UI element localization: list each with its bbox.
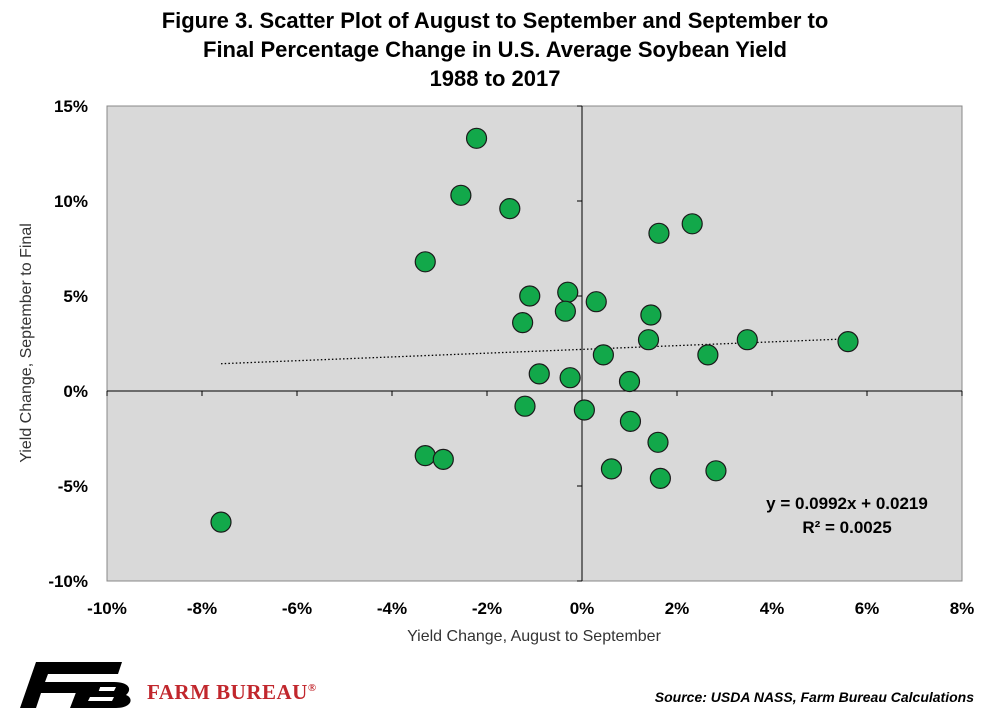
data-point (554, 300, 576, 322)
x-tick-label: -8% (187, 599, 217, 618)
chart-title-line-1: Figure 3. Scatter Plot of August to Sept… (161, 8, 829, 33)
x-tick-label: -2% (472, 599, 502, 618)
data-point (681, 213, 703, 235)
data-point (519, 285, 541, 307)
y-tick-label: -10% (48, 572, 88, 591)
data-point (499, 198, 521, 220)
trendline-equation: y = 0.0992x + 0.0219 (766, 494, 928, 513)
data-point (528, 363, 550, 385)
x-tick-label: -6% (282, 599, 312, 618)
trendline-r-squared: R² = 0.0025 (802, 518, 891, 537)
data-point (736, 329, 758, 351)
data-point (837, 331, 859, 353)
x-tick-label: 4% (760, 599, 785, 618)
data-point (697, 344, 719, 366)
y-tick-label: 15% (54, 97, 88, 116)
data-point (414, 251, 436, 273)
data-point (600, 458, 623, 480)
x-tick-label: -4% (377, 599, 407, 618)
y-tick-label: -5% (58, 477, 88, 496)
farm-bureau-wordmark: FARM BUREAU® (147, 680, 317, 705)
data-point (648, 222, 670, 244)
data-point (573, 399, 595, 421)
data-point (649, 467, 671, 489)
y-tick-label: 0% (63, 382, 88, 401)
x-tick-label: -10% (87, 599, 127, 618)
y-tick-label: 5% (63, 287, 88, 306)
y-tick-labels: -10% -5% 0% 5% 10% 15% (48, 97, 88, 591)
data-point (619, 410, 642, 432)
data-point (637, 329, 660, 351)
data-point (414, 445, 436, 467)
data-points (210, 127, 859, 533)
y-axis-title: Yield Change, September to Final (18, 223, 35, 463)
data-point (514, 395, 536, 417)
x-tick-label: 2% (665, 599, 690, 618)
data-point (647, 431, 669, 453)
source-note: Source: USDA NASS, Farm Bureau Calculati… (654, 689, 974, 705)
data-point (592, 344, 614, 366)
y-tick-label: 10% (54, 192, 88, 211)
registered-mark: ® (307, 682, 317, 694)
axes (106, 105, 963, 582)
x-tick-label: 8% (950, 599, 975, 618)
data-point (450, 184, 472, 206)
data-point (512, 312, 534, 334)
x-tick-label: 6% (855, 599, 880, 618)
data-point (705, 460, 727, 482)
x-axis-title: Yield Change, August to September (407, 628, 661, 645)
chart-title-line-2: Final Percentage Change in U.S. Average … (203, 37, 787, 62)
chart-title-line-3: 1988 to 2017 (429, 66, 561, 91)
data-point (210, 511, 232, 533)
farm-bureau-logo (20, 662, 131, 708)
data-point (585, 291, 607, 313)
data-point (640, 304, 662, 326)
data-point (432, 448, 454, 470)
scatter-chart: -10% -8% -6% -4% -2% 0% 2% 4% 6% 8% -10% -5% 0% 5% 10… (18, 97, 974, 645)
data-point (465, 127, 488, 149)
chart-title: Figure 3. Scatter Plot of August to Sept… (0, 6, 990, 93)
x-tick-labels: -10% -8% -6% -4% -2% 0% 2% 4% 6% 8% (87, 599, 974, 618)
x-tick-label: 0% (570, 599, 595, 618)
brand-name: FARM BUREAU (147, 680, 308, 704)
data-point (559, 367, 581, 389)
fb-logo-mark-icon (20, 662, 131, 708)
data-point (557, 281, 579, 303)
data-point (618, 370, 641, 393)
plot-area (106, 105, 963, 582)
